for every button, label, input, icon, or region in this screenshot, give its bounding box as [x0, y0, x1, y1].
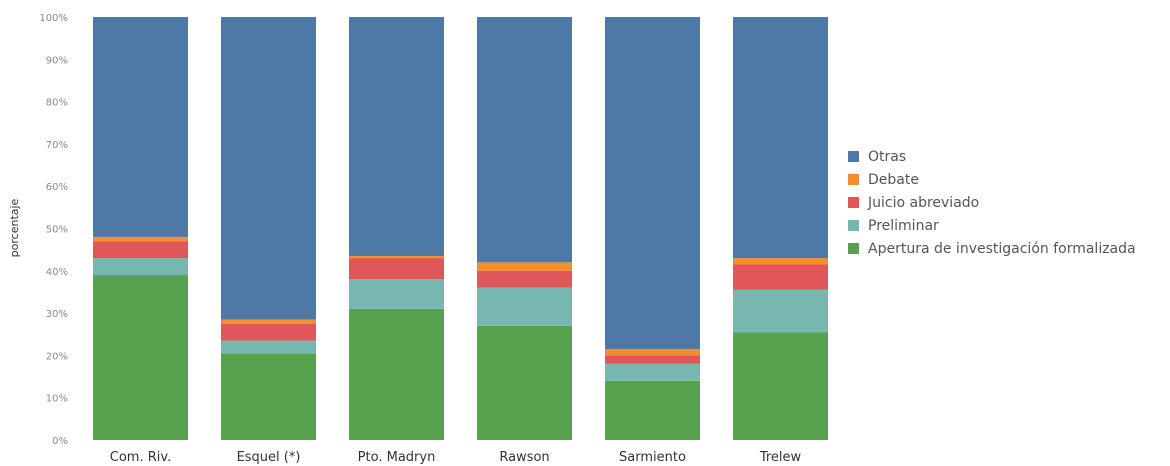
legend-label: Preliminar — [868, 217, 939, 234]
bar-segment-debate — [605, 349, 700, 356]
bar-segment-otras — [349, 17, 444, 256]
legend-label: Debate — [868, 171, 919, 188]
x-tick-label: Rawson — [499, 450, 549, 465]
stacked-bar-chart: 0% 10% 20% 30% 40% 50% 60% 70% 80% 90% 100% porcen… — [8, 13, 828, 465]
bar-segment-juicio-abreviado — [349, 258, 444, 280]
bar-segment-juicio-abreviado — [605, 355, 700, 364]
bar-segment-otras — [93, 17, 188, 237]
legend-swatch — [848, 220, 859, 231]
bar-segment-apertura-de-investigaci-n-formalizada — [477, 325, 572, 440]
bar-segment-preliminar — [733, 289, 828, 333]
legend-item: Juicio abreviado — [848, 191, 1136, 214]
legend-item: Preliminar — [848, 214, 1136, 237]
bar-segment-apertura-de-investigaci-n-formalizada — [605, 380, 700, 440]
bar-segment-preliminar — [477, 287, 572, 326]
legend-swatch — [848, 174, 859, 185]
y-tick-label: 30% — [46, 309, 68, 320]
bar-segment-juicio-abreviado — [733, 264, 828, 290]
y-tick-label: 70% — [46, 140, 68, 151]
bar-segment-otras — [605, 17, 700, 350]
bar-segment-debate — [477, 262, 572, 271]
legend-item: Debate — [848, 168, 1136, 191]
legend-label: Otras — [868, 148, 907, 165]
bar-segment-preliminar — [221, 340, 316, 354]
legend-label: Apertura de investigación formalizada — [868, 240, 1136, 257]
legend-item: Otras — [848, 145, 1136, 168]
legend-item: Apertura de investigación formalizada — [848, 237, 1136, 260]
bar-segment-juicio-abreviado — [93, 241, 188, 259]
y-axis: 0% 10% 20% 30% 40% 50% 60% 70% 80% 90% 100% — [39, 13, 68, 447]
bar-stack — [605, 17, 700, 440]
bar-segment-debate — [93, 236, 188, 242]
y-tick-label: 0% — [52, 436, 68, 447]
legend-swatch — [848, 243, 859, 254]
bar-segment-apertura-de-investigaci-n-formalizada — [93, 275, 188, 440]
bar-segment-preliminar — [349, 279, 444, 309]
x-axis: Com. Riv. Esquel (*) Pto. Madryn Rawson Sarm… — [110, 450, 802, 465]
bar-segment-preliminar — [93, 258, 188, 276]
x-tick-label: Com. Riv. — [110, 450, 171, 465]
legend: Otras Debate Juicio abreviado Preliminar Ape… — [848, 145, 1136, 260]
bar-stack — [221, 17, 316, 440]
y-axis-title: porcentaje — [8, 198, 21, 257]
bar-stack — [93, 17, 188, 440]
y-tick-label: 90% — [46, 55, 68, 66]
bar-segment-juicio-abreviado — [221, 323, 316, 341]
y-tick-label: 60% — [46, 182, 68, 193]
legend-swatch — [848, 197, 859, 208]
bar-segment-apertura-de-investigaci-n-formalizada — [349, 308, 444, 440]
x-tick-label: Trelew — [759, 450, 802, 465]
bar-segment-debate — [221, 319, 316, 324]
y-tick-label: 50% — [46, 225, 68, 236]
bar-segment-otras — [477, 17, 572, 263]
y-tick-label: 80% — [46, 98, 68, 109]
bar-segment-apertura-de-investigaci-n-formalizada — [733, 332, 828, 440]
y-tick-label: 40% — [46, 267, 68, 278]
x-tick-label: Esquel (*) — [237, 450, 301, 465]
bar-stack — [477, 17, 572, 440]
y-tick-label: 100% — [39, 13, 68, 24]
bar-segment-juicio-abreviado — [477, 270, 572, 288]
bar-segment-otras — [221, 17, 316, 320]
bar-stack — [349, 17, 444, 440]
bar-segment-otras — [733, 17, 828, 259]
legend-label: Juicio abreviado — [868, 194, 980, 211]
bar-segment-debate — [349, 255, 444, 259]
x-tick-label: Pto. Madryn — [358, 450, 436, 465]
bars-group — [93, 17, 828, 440]
y-tick-label: 20% — [46, 351, 68, 362]
bar-segment-apertura-de-investigaci-n-formalizada — [221, 353, 316, 440]
y-tick-label: 10% — [46, 394, 68, 405]
bar-stack — [733, 17, 828, 440]
legend-swatch — [848, 151, 859, 162]
x-tick-label: Sarmiento — [619, 450, 686, 465]
bar-segment-preliminar — [605, 363, 700, 381]
bar-segment-debate — [733, 258, 828, 265]
